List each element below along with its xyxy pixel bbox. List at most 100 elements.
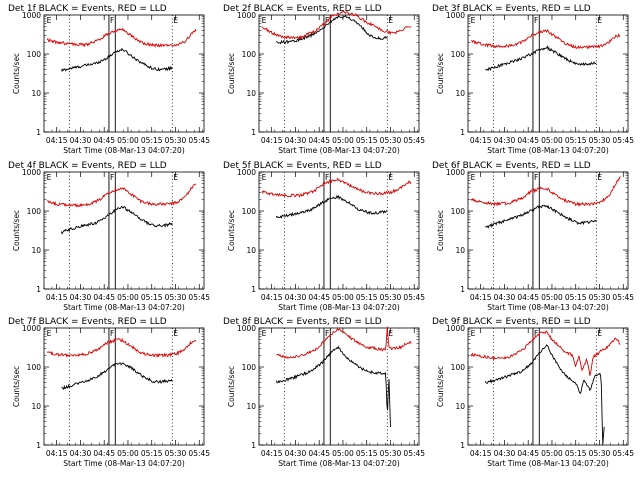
events-series-line [485,204,597,229]
x-tick-label: 04:45 [93,136,115,145]
y-tick-label: 10 [31,246,41,255]
y-tick-label: 100 [27,50,42,59]
marker-flag: E [262,329,267,338]
y-tick-label: 1 [251,128,256,137]
marker-flag: E [471,16,476,25]
x-tick-label: 04:30 [70,449,92,458]
lld-series-line [261,177,412,198]
y-axis-label: Counts/sec [12,53,21,94]
y-tick-label: 1000 [22,11,41,20]
y-axis-label: Counts/sec [227,53,236,94]
x-tick-label: 04:15 [470,449,492,458]
y-axis-label: Counts/sec [227,366,236,407]
y-tick-label: 100 [27,363,42,372]
lld-series-line [470,29,621,50]
y-tick-label: 100 [27,207,42,216]
x-tick-label: 05:30 [589,449,611,458]
x-tick-label: 05:45 [403,449,425,458]
panel-3: Det 3f BLACK = Events, RED = LLD 1 10 100 10… [432,4,634,155]
y-tick-label: 10 [31,402,41,411]
x-tick-label: 04:30 [285,449,307,458]
marker-flag: E [471,329,476,338]
x-tick-label: 05:45 [612,136,634,145]
y-tick-label: 1000 [237,11,256,20]
x-tick-label: 05:00 [332,293,354,302]
marker-flag: E [388,329,393,338]
y-tick-label: 1000 [22,324,41,333]
x-tick-label: 05:45 [188,136,210,145]
panel-6: Det 6f BLACK = Events, RED = LLD 1 10 100 10… [432,161,634,312]
x-axis-label: Start Time (08-Mar-13 04:07:20) [63,146,185,155]
marker-flag: F [325,329,329,338]
lld-series-line [47,337,197,358]
marker-flag: E [597,173,602,182]
x-tick-label: 04:45 [517,293,539,302]
marker-flag: F [534,16,538,25]
panel-title: Det 8f BLACK = Events, RED = LLD [223,317,382,327]
y-tick-label: 1 [251,285,256,294]
x-tick-label: 05:45 [188,293,210,302]
panel-title: Det 7f BLACK = Events, RED = LLD [8,317,167,327]
x-tick-label: 05:30 [589,293,611,302]
x-tick-label: 04:15 [470,136,492,145]
x-tick-label: 05:45 [403,293,425,302]
panel-title: Det 9f BLACK = Events, RED = LLD [432,317,591,327]
panel-title: Det 6f BLACK = Events, RED = LLD [432,161,591,171]
x-axis-label: Start Time (08-Mar-13 04:07:20) [278,303,400,312]
events-series-line [275,194,388,219]
y-axis-label: Counts/sec [227,210,236,251]
plot-frame [43,171,205,290]
events-series-line [60,47,173,72]
x-tick-label: 05:45 [612,293,634,302]
marker-flag: E [388,16,393,25]
x-tick-label: 05:15 [141,136,163,145]
plot-frame [43,327,205,446]
y-axis-label: Counts/sec [436,366,445,407]
panel-title: Det 2f BLACK = Events, RED = LLD [223,4,382,14]
x-tick-label: 05:00 [117,449,139,458]
x-tick-label: 05:15 [141,293,163,302]
x-tick-label: 05:30 [380,293,402,302]
y-tick-label: 1 [460,285,465,294]
lld-series-line [470,330,621,376]
x-tick-label: 05:30 [165,136,187,145]
y-tick-label: 1000 [22,168,41,177]
x-tick-label: 05:00 [541,293,563,302]
x-axis-label: Start Time (08-Mar-13 04:07:20) [63,459,185,468]
x-tick-label: 05:00 [117,136,139,145]
y-tick-label: 1 [460,128,465,137]
marker-flag: F [110,329,114,338]
marker-flag: F [110,16,114,25]
x-tick-label: 04:45 [308,136,330,145]
events-series-line [275,345,391,428]
x-tick-label: 05:45 [188,449,210,458]
marker-flag: F [325,173,329,182]
panel-4: Det 4f BLACK = Events, RED = LLD 1 10 100 10… [8,161,210,312]
y-tick-label: 100 [451,50,466,59]
panel-title: Det 4f BLACK = Events, RED = LLD [8,161,167,171]
x-tick-label: 04:45 [93,449,115,458]
lld-series-line [47,183,197,208]
plot-frame [258,171,420,290]
x-tick-label: 05:15 [565,293,587,302]
marker-flag: E [471,173,476,182]
marker-flag: E [173,16,178,25]
x-tick-label: 04:45 [517,136,539,145]
x-tick-label: 05:30 [165,449,187,458]
x-tick-label: 04:30 [70,136,92,145]
y-axis-label: Counts/sec [436,210,445,251]
x-tick-label: 05:15 [356,293,378,302]
y-tick-label: 1000 [237,168,256,177]
marker-flag: F [110,173,114,182]
x-tick-label: 04:30 [285,136,307,145]
x-tick-label: 04:45 [308,293,330,302]
panel-5: Det 5f BLACK = Events, RED = LLD 1 10 100 10… [223,161,425,312]
x-tick-label: 04:15 [46,449,68,458]
y-tick-label: 1 [251,441,256,450]
y-axis-label: Counts/sec [436,53,445,94]
y-tick-label: 10 [31,89,41,98]
x-tick-label: 04:45 [517,449,539,458]
x-tick-label: 05:30 [589,136,611,145]
events-series-line [276,14,388,45]
y-tick-label: 10 [246,246,256,255]
